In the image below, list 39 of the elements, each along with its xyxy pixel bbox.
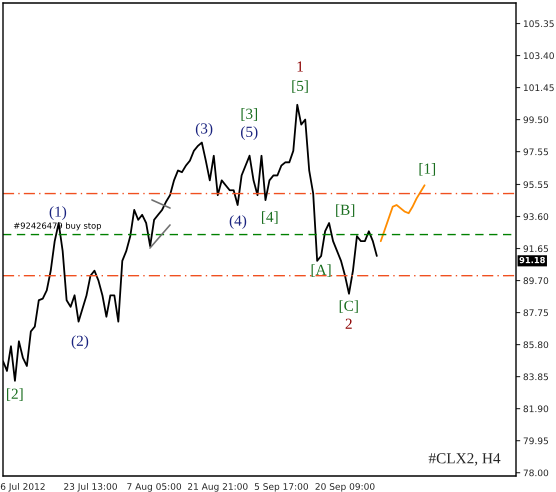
annotation: (1) — [50, 206, 66, 220]
annotation: 1 — [298, 61, 303, 72]
y-tick-label: 78.00 — [524, 469, 548, 476]
annotation: #CLX2, H4 — [428, 453, 500, 466]
x-tick-label: 7 Aug 05:00 — [127, 483, 182, 492]
y-tick-label: 89.70 — [524, 277, 548, 284]
annotation: [3] — [241, 108, 258, 121]
text: 91.18 — [520, 256, 545, 264]
y-tick-label: 93.60 — [524, 213, 548, 220]
annotation: [1] — [419, 163, 436, 176]
y-tick-label: 87.75 — [524, 309, 548, 316]
x-tick-label: 20 Sep 09:00 — [316, 483, 375, 492]
annotation: (5) — [241, 126, 258, 140]
y-tick-label: 101.45 — [524, 84, 554, 92]
y-tick-label: 95.55 — [524, 181, 548, 188]
x-tick-label: 6 Jul 2012 — [0, 482, 45, 492]
y-tick-label: 97.55 — [524, 148, 548, 156]
x-tick-label: 5 Sep 17:00 — [254, 483, 308, 492]
annotation: [C] — [340, 300, 358, 313]
annotation: [4] — [262, 211, 278, 224]
annotation: (3) — [196, 122, 212, 137]
y-tick-label: 83.85 — [524, 373, 548, 380]
y-tick-label: 99.50 — [524, 116, 548, 124]
y-tick-label: 81.90 — [524, 405, 548, 412]
y-tick-label: 91.65 — [524, 245, 548, 252]
annotation: 2 — [346, 318, 352, 329]
annotation: [2] — [7, 388, 23, 401]
annotation: [B] — [336, 204, 354, 217]
y-tick-label: 79.95 — [524, 437, 548, 444]
annotation: [A] — [312, 264, 331, 277]
x-tick-label: 21 Aug 21:00 — [188, 483, 248, 492]
y-tick-label: 105.35 — [524, 20, 554, 28]
y-tick-label: 103.40 — [524, 52, 554, 60]
annotation: (4) — [230, 215, 246, 229]
line-series — [380, 184, 426, 242]
x-tick-label: 23 Jul 13:00 — [64, 482, 117, 492]
annotation: [5] — [292, 80, 308, 93]
y-tick-label: 85.80 — [524, 341, 548, 348]
annotation: (2) — [72, 335, 88, 350]
